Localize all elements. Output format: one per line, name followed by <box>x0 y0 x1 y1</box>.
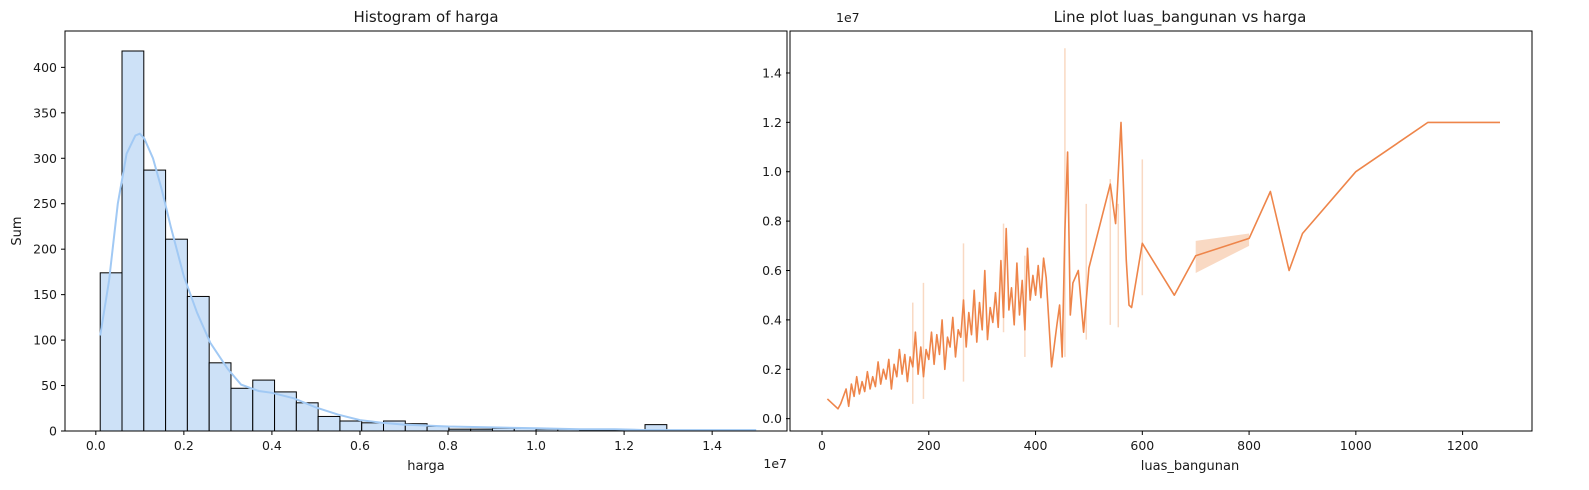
histogram-bar <box>252 379 276 432</box>
y-tick-label: 0.6 <box>762 263 782 278</box>
y-tick-label: 100 <box>33 333 57 348</box>
histogram-title: Histogram of harga <box>353 8 498 26</box>
line-y-ticks: 0.0 0.2 0.4 0.6 0.8 1.0 1.2 1.4 <box>762 65 790 426</box>
histogram-x-ticks: 0.0 0.2 0.4 0.6 0.8 1.0 1.2 1.4 <box>86 431 722 453</box>
histogram-bar <box>143 169 167 432</box>
series-line <box>826 121 1500 410</box>
line-frame <box>789 30 1533 432</box>
line-y-offset: 1e7 <box>836 10 860 25</box>
histogram-x-label: harga <box>407 459 445 474</box>
histogram-bars <box>99 50 755 432</box>
histogram-x-offset: 1e7 <box>763 456 787 471</box>
histogram-frame <box>64 30 788 432</box>
x-tick-label: 1.0 <box>526 438 546 453</box>
y-tick-label: 0.2 <box>762 362 782 377</box>
y-tick-label: 0 <box>49 424 57 439</box>
x-tick-label: 1200 <box>1447 438 1479 453</box>
x-tick-label: 0.8 <box>438 438 458 453</box>
x-tick-label: 0 <box>818 438 826 453</box>
x-tick-label: 1.4 <box>702 438 722 453</box>
x-tick-label: 600 <box>1130 438 1154 453</box>
x-tick-label: 0.4 <box>262 438 282 453</box>
line-chart: Line plot luas_bangunan vs harga 0 200 400… <box>762 8 1533 474</box>
x-tick-label: 1000 <box>1340 438 1372 453</box>
histogram-bar <box>361 422 385 432</box>
histogram-y-label: Sum <box>10 216 25 245</box>
line-title: Line plot luas_bangunan vs harga <box>1054 8 1307 27</box>
y-tick-label: 200 <box>33 242 57 257</box>
x-tick-label: 0.0 <box>86 438 106 453</box>
x-tick-label: 1.2 <box>614 438 634 453</box>
histogram-bar <box>339 420 363 432</box>
y-tick-label: 350 <box>33 105 57 120</box>
confidence-spikes <box>912 48 1144 404</box>
x-tick-label: 0.2 <box>174 438 194 453</box>
x-tick-label: 400 <box>1024 438 1048 453</box>
y-tick-label: 0.4 <box>762 312 782 327</box>
x-tick-label: 800 <box>1237 438 1261 453</box>
y-tick-label: 50 <box>41 378 57 393</box>
line-x-ticks: 0 200 400 600 800 1000 1200 <box>818 431 1479 453</box>
histogram-bar <box>208 362 232 432</box>
line-x-label: luas_bangunan <box>1141 459 1239 474</box>
y-tick-label: 1.4 <box>762 65 782 80</box>
y-tick-label: 250 <box>33 196 57 211</box>
histogram-y-ticks: 0 50 100 150 200 250 300 350 400 <box>33 60 65 439</box>
histogram-bar <box>165 238 188 432</box>
y-tick-label: 1.2 <box>762 115 782 130</box>
y-tick-label: 400 <box>33 60 57 75</box>
y-tick-label: 0.8 <box>762 214 782 229</box>
x-tick-label: 200 <box>917 438 941 453</box>
y-tick-label: 1.0 <box>762 164 782 179</box>
x-tick-label: 0.6 <box>350 438 370 453</box>
y-tick-label: 0.0 <box>762 411 782 426</box>
histogram-bar <box>230 387 254 432</box>
y-tick-label: 150 <box>33 287 57 302</box>
histogram-bar <box>99 272 123 432</box>
y-tick-label: 300 <box>33 151 57 166</box>
histogram-chart: Histogram of harga 0.0 0.2 0.4 0.6 0.8 1.0 1.2… <box>10 8 788 474</box>
histogram-bar <box>317 415 341 432</box>
histogram-bar <box>121 50 145 432</box>
kde-curve <box>99 132 757 432</box>
